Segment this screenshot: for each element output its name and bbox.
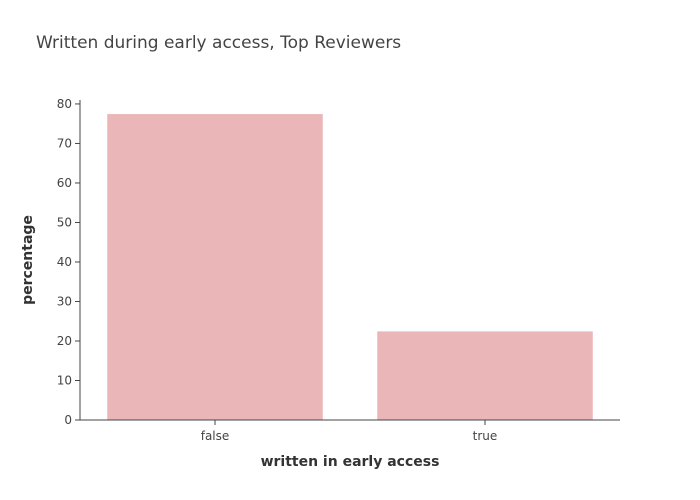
y-tick-label: 80 [57, 97, 72, 111]
y-tick-label: 0 [64, 413, 72, 427]
y-tick-label: 10 [57, 373, 72, 387]
chart-title: Written during early access, Top Reviewe… [36, 33, 402, 53]
x-axis-label: written in early access [260, 454, 440, 470]
y-tick-label: 70 [57, 136, 72, 150]
y-axis: 0 10 20 30 40 50 60 70 80 [57, 97, 81, 427]
x-axis: false true [80, 419, 620, 443]
bars-group [106, 113, 594, 421]
y-tick-label: 60 [57, 176, 72, 190]
y-tick-label: 40 [57, 255, 72, 269]
y-tick-label: 50 [57, 215, 72, 229]
bar-true [376, 330, 594, 421]
bar-false [106, 113, 324, 421]
y-tick-label: 20 [57, 334, 72, 348]
x-tick-label-false: false [201, 429, 230, 443]
y-tick-label: 30 [57, 294, 72, 308]
x-tick-label-true: true [473, 429, 498, 443]
